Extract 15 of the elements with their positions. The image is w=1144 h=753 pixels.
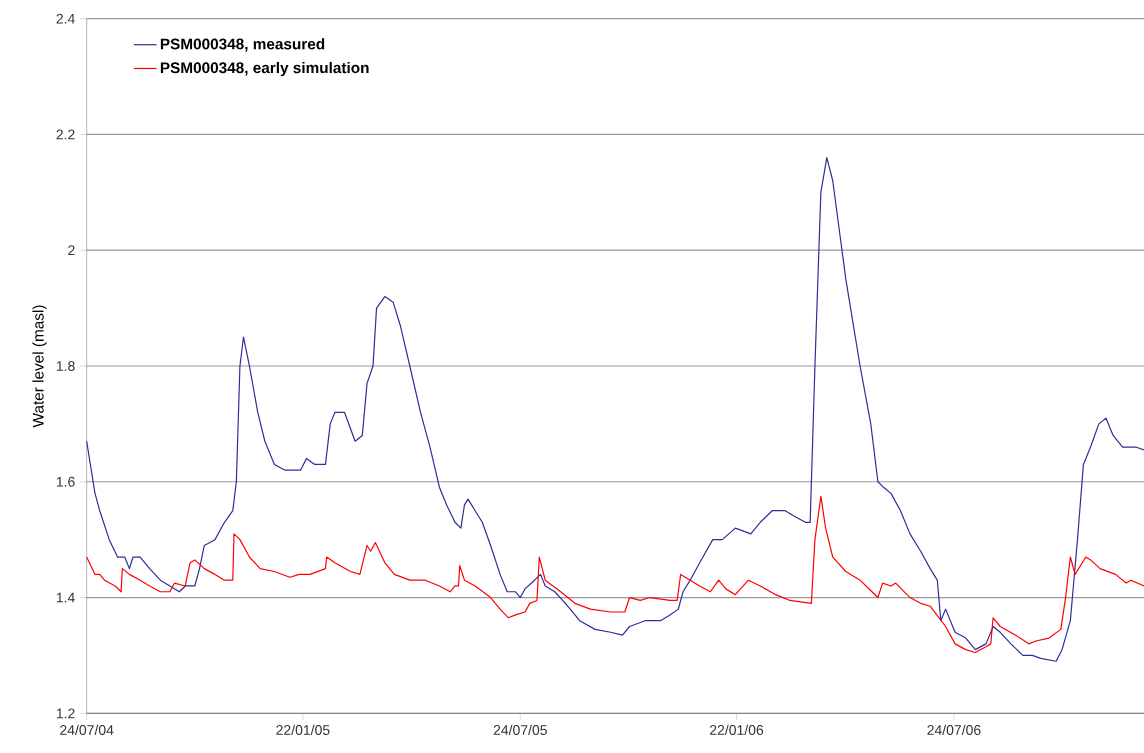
y-axis-title: Water level (masl) bbox=[32, 305, 47, 428]
x-tick-label: 24/07/05 bbox=[493, 724, 547, 735]
y-tick-label: 2.4 bbox=[56, 13, 75, 24]
x-tick-label: 24/07/04 bbox=[60, 724, 114, 735]
y-tick-label: 1.4 bbox=[56, 592, 75, 603]
x-tick-label: 22/01/05 bbox=[276, 724, 330, 735]
y-tick-label: 1.6 bbox=[56, 476, 75, 487]
y-tick-label: 2 bbox=[68, 245, 75, 255]
legend-label: PSM000348, early simulation bbox=[160, 61, 369, 77]
y-tick-label: 1.2 bbox=[56, 708, 75, 719]
y-tick-label: 1.8 bbox=[56, 360, 75, 371]
x-tick-label: 22/01/06 bbox=[709, 724, 764, 735]
legend-label: PSM000348, measured bbox=[160, 38, 325, 52]
x-tick-label: 24/07/06 bbox=[927, 724, 981, 735]
y-tick-label: 2.2 bbox=[56, 129, 75, 140]
